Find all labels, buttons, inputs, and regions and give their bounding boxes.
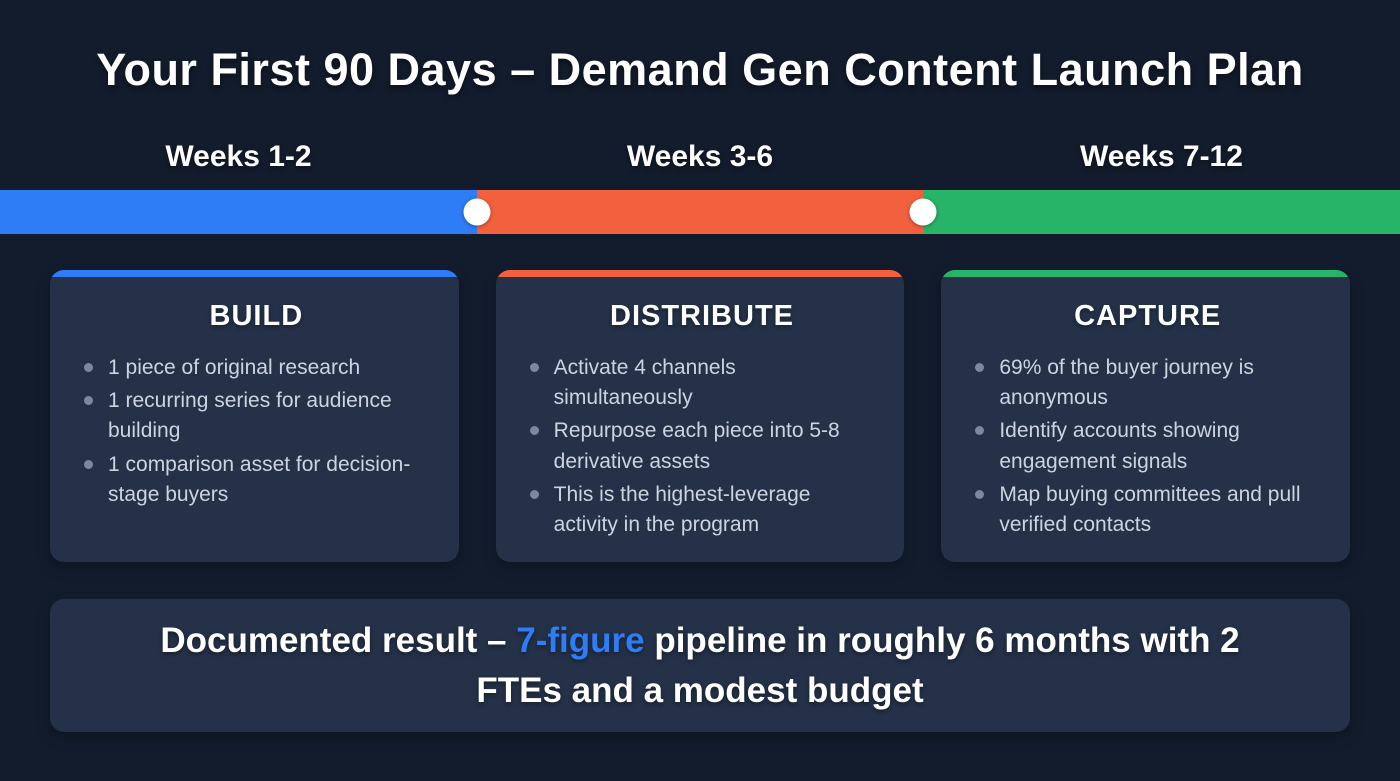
bullet-dot-icon	[975, 363, 985, 372]
result-text-prefix: Documented result –	[160, 620, 517, 660]
phase-label-weeks-3-6: Weeks 3-6	[626, 140, 774, 173]
card-build-title: BUILD	[209, 300, 304, 332]
result-text-highlight: 7-figure	[516, 620, 645, 660]
card-capture-title: CAPTURE	[1074, 300, 1222, 332]
card-distribute-title: DISTRIBUTE	[610, 300, 794, 332]
list-item: 1 comparison asset for decision-stage bu…	[80, 450, 433, 510]
bullet-text: Identify accounts showing engagement sig…	[999, 419, 1240, 473]
card-capture-bullet-list: 69% of the buyer journey is anonymous Id…	[971, 353, 1324, 540]
list-item: Map buying committees and pull verified …	[971, 480, 1324, 540]
list-item: 1 piece of original research	[80, 353, 433, 383]
result-text-suffix: pipeline in roughly 6 months with 2 FTEs…	[476, 620, 1240, 710]
card-build: BUILD 1 piece of original research 1 rec…	[50, 270, 459, 562]
phase-label-row: Weeks 1-2 Weeks 3-6 Weeks 7-12	[0, 140, 1400, 174]
list-item: Identify accounts showing engagement sig…	[971, 416, 1324, 476]
card-distribute-bullet-list: Activate 4 channels simultaneously Repur…	[526, 353, 879, 540]
card-distribute-accent-bar	[495, 270, 905, 277]
bullet-dot-icon	[529, 426, 539, 436]
list-item: 1 recurring series for audience building	[80, 386, 433, 446]
bullet-text: Repurpose each piece into 5-8 derivative…	[553, 419, 840, 473]
timeline-segment-build	[0, 190, 477, 234]
bullet-text: Activate 4 channels simultaneously	[553, 356, 736, 410]
bullet-dot-icon	[84, 363, 93, 372]
bullet-dot-icon	[975, 489, 985, 499]
bullet-dot-icon	[975, 426, 985, 436]
bullet-text: 1 recurring series for audience building	[108, 389, 392, 443]
bullet-text: 69% of the buyer journey is anonymous	[999, 356, 1254, 410]
phase-cards-row: BUILD 1 piece of original research 1 rec…	[50, 270, 1351, 562]
list-item: 69% of the buyer journey is anonymous	[971, 353, 1324, 413]
timeline-milestone-dot-2	[909, 198, 937, 226]
result-banner: Documented result – 7-figure pipeline in…	[50, 599, 1350, 732]
list-item: Repurpose each piece into 5-8 derivative…	[526, 416, 879, 476]
list-item: This is the highest-leverage activity in…	[526, 480, 879, 540]
phase-label-weeks-1-2: Weeks 1-2	[165, 140, 312, 173]
bullet-dot-icon	[84, 396, 93, 406]
phase-label-weeks-7-12: Weeks 7-12	[1080, 140, 1243, 173]
bullet-text: 1 piece of original research	[108, 356, 361, 379]
bullet-dot-icon	[529, 363, 539, 372]
card-build-bullet-list: 1 piece of original research 1 recurring…	[80, 353, 433, 510]
timeline-segment-capture	[923, 190, 1400, 234]
bullet-dot-icon	[529, 489, 539, 499]
timeline-milestone-dot-1	[463, 198, 491, 226]
bullet-dot-icon	[84, 459, 93, 469]
bullet-text: This is the highest-leverage activity in…	[553, 482, 811, 537]
list-item: Activate 4 channels simultaneously	[526, 353, 879, 413]
card-capture: CAPTURE 69% of the buyer journey is anon…	[941, 270, 1351, 562]
timeline-segment-distribute	[476, 190, 923, 234]
card-capture-accent-bar	[941, 270, 1351, 277]
result-banner-text: Documented result – 7-figure pipeline in…	[135, 616, 1265, 715]
timeline-bar	[0, 190, 1400, 234]
card-build-accent-bar	[50, 270, 459, 277]
bullet-text: 1 comparison asset for decision-stage bu…	[108, 452, 411, 506]
bullet-text: Map buying committees and pull verified …	[999, 482, 1301, 537]
page-title: Your First 90 Days – Demand Gen Content …	[96, 44, 1304, 95]
card-distribute: DISTRIBUTE Activate 4 channels simultane…	[495, 270, 905, 562]
